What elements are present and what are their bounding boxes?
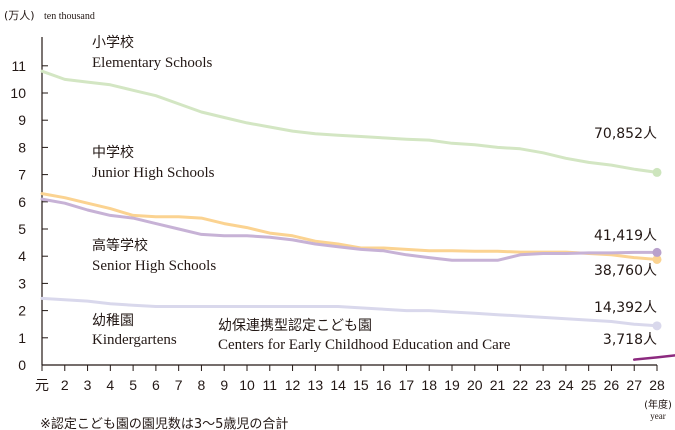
x-tick-label: 7 [175,377,183,393]
series-name-1: 中学校 [92,144,134,161]
y-tick-label: 8 [18,139,26,155]
series-name-en-1: Junior High Schools [92,165,215,181]
y-tick-label: 2 [18,303,26,319]
x-tick-label: 9 [220,377,228,393]
y-axis: 0 1 2 3 4 5 6 7 8 9 10 11 [10,37,48,373]
y-tick-label: 1 [18,330,26,346]
series-line-3 [40,296,659,328]
x-tick-label: 27 [626,377,642,393]
x-tick-label: 23 [535,377,551,393]
x-tick-label: 16 [376,377,392,393]
series-line-4 [632,354,675,361]
x-tick-label: 14 [330,377,346,393]
x-tick-label: 5 [129,377,137,393]
series-end-label-0: 70,852人 [594,126,657,142]
series-name-en-4: Centers for Early Childhood Education an… [218,337,511,353]
footnote: ※認定こども園の園児数は3～5歳児の合計 [40,416,288,430]
series-name-en-2: Senior High Schools [92,258,216,274]
unit-label: (万人) [4,9,35,22]
x-tick-label: 20 [467,377,483,393]
x-tick-label: 11 [263,377,278,393]
x-tick-label: 4 [106,377,114,393]
x-tick-label: 12 [285,377,301,393]
series-lines [40,69,675,361]
x-tick-label: 25 [581,377,597,393]
series-name-0: 小学校 [92,34,134,51]
y-tick-label: 0 [18,357,26,373]
x-tick-label: 22 [513,377,529,393]
x-tick-label: 10 [239,377,255,393]
y-tick-label: 3 [18,275,26,291]
series-end-label-1: 38,760人 [594,263,657,279]
y-tick-label: 5 [18,221,26,237]
series-name-en-3: Kindergartens [92,332,177,348]
x-tick-label: 2 [61,377,69,393]
x-tick-label: 18 [421,377,437,393]
y-tick-label: 11 [11,58,26,74]
x-tick-label: 24 [558,377,574,393]
y-tick-label: 6 [18,194,26,210]
series-end-marker-3 [652,321,662,331]
x-tick-label: 8 [198,377,206,393]
y-tick-label: 9 [18,112,26,128]
series-name-3: 幼稚園 [92,313,134,329]
x-axis: 元 2 3 4 5 6 7 8 9 10 11 12 13 14 15 16 17 18 19 20 21 22 23 24 2… [35,364,665,393]
series-name-2: 高等学校 [92,237,148,254]
x-tick-label: 15 [353,377,369,393]
series-end-marker-1 [652,254,662,264]
series-line-0 [40,69,659,174]
series-end-label-3: 14,392人 [594,300,657,316]
x-tick-label: 28 [649,377,665,393]
series-name-en-0: Elementary Schools [92,55,213,71]
x-tick-label: 21 [490,377,506,393]
x-tick-label: 13 [308,377,324,393]
y-tick-label: 7 [18,167,26,183]
series-line-2 [40,197,659,262]
x-tick-label: 元 [35,377,49,393]
unit-label-en: ten thousand [44,11,95,22]
x-tick-label: 6 [152,377,160,393]
x-tick-label: 17 [399,377,415,393]
xaxis-label-en: year [650,411,666,421]
series-end-label-4: 3,718人 [603,332,657,348]
series-end-marker-2 [652,247,662,257]
x-tick-label: 19 [444,377,460,393]
xaxis-label: (年度) [644,398,672,411]
y-tick-label: 4 [18,248,26,264]
x-tick-label: 26 [604,377,620,393]
series-end-label-2: 41,419人 [594,228,657,244]
series-name-4: 幼保連携型認定こども園 [218,318,372,334]
series-end-marker-0 [652,167,662,177]
x-tick-label: 3 [84,377,92,393]
y-tick-label: 10 [10,85,26,101]
